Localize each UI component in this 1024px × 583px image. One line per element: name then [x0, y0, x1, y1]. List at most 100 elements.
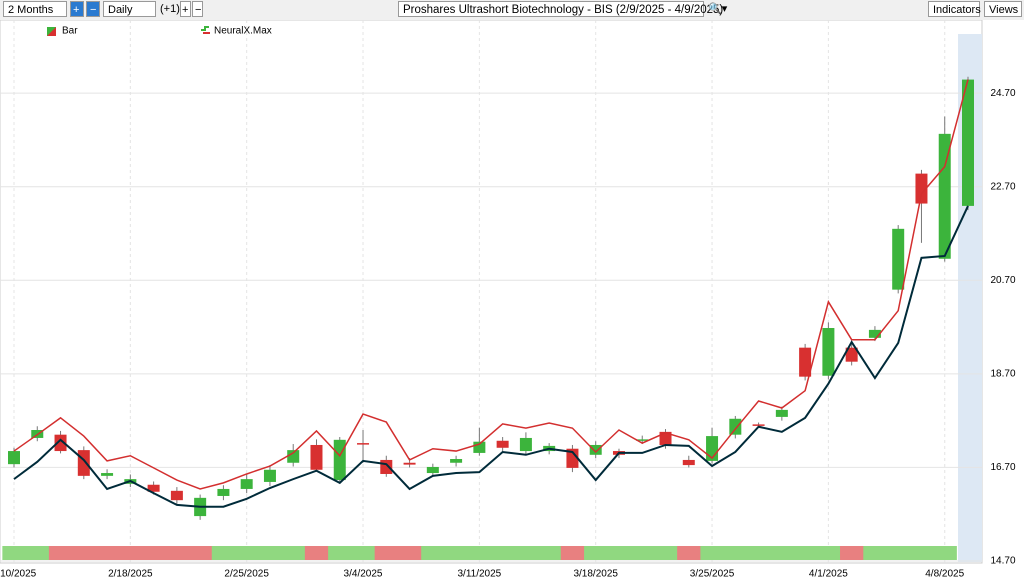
x-tick-label: 3/18/2025: [573, 569, 618, 580]
signal-band: [560, 546, 585, 560]
x-tick-label: 4/1/2025: [809, 569, 848, 580]
signal-band: [840, 546, 864, 560]
signal-band: [770, 546, 794, 560]
signal-band: [933, 546, 957, 560]
signal-band: [863, 546, 888, 560]
candle-body: [589, 444, 602, 455]
candle-body: [101, 473, 114, 476]
y-tick-label: 16.70: [990, 462, 1015, 473]
candle-body: [240, 479, 253, 489]
legend-label: NeuralX.Max: [214, 26, 272, 37]
candle-body: [217, 488, 230, 496]
signal-band: [328, 546, 352, 560]
signal-band: [211, 546, 236, 560]
x-tick-label: 3/4/2025: [344, 569, 383, 580]
candle-body: [333, 439, 346, 481]
candle-body: [287, 450, 300, 463]
candle-body: [8, 451, 20, 465]
candle-body: [380, 459, 393, 474]
signal-band: [165, 546, 190, 560]
y-tick-label: 22.70: [990, 181, 1015, 192]
signal-band: [351, 546, 376, 560]
candle-body: [147, 484, 160, 492]
candle-body: [357, 443, 370, 445]
indicators-button[interactable]: Indicators: [928, 1, 981, 17]
plot-area: [0, 20, 983, 564]
signal-band: [2, 546, 27, 560]
candle-body: [450, 459, 463, 463]
signal-band: [653, 546, 678, 560]
signal-band: [25, 546, 50, 560]
signal-band: [514, 546, 539, 560]
signal-band: [793, 546, 818, 560]
signal-band: [886, 546, 911, 560]
signal-band: [607, 546, 632, 560]
candle-body: [752, 424, 765, 426]
candle-body: [473, 441, 486, 453]
candle-body: [938, 133, 951, 259]
y-tick-label: 24.70: [990, 88, 1015, 99]
search-icon[interactable]: 🔍▾: [708, 3, 728, 15]
signal-band: [723, 546, 748, 560]
candle-body: [915, 173, 928, 204]
interval-select[interactable]: Daily: [103, 1, 156, 17]
signal-band: [700, 546, 725, 560]
signal-band: [235, 546, 259, 560]
signal-band: [281, 546, 306, 560]
signal-band: [909, 546, 934, 560]
signal-band: [444, 546, 469, 560]
candle-body: [659, 431, 672, 445]
signal-band: [584, 546, 608, 560]
range-select[interactable]: 2 Months: [3, 1, 67, 17]
candle-body: [729, 418, 742, 435]
candle-body: [403, 462, 416, 465]
signal-band: [141, 546, 166, 560]
signal-band: [491, 546, 515, 560]
x-tick-label: 3/11/2025: [457, 569, 501, 580]
signal-band: [746, 546, 771, 560]
legend-label: Bar: [62, 26, 78, 37]
candle-body: [310, 444, 323, 470]
x-tick-label: 2/25/2025: [224, 569, 269, 580]
signal-band: [258, 546, 283, 560]
zoom-in[interactable]: +: [70, 1, 84, 17]
zoom-out[interactable]: −: [86, 1, 100, 17]
signal-band: [397, 546, 422, 560]
indicator-line: [13, 79, 969, 490]
candle-body: [962, 79, 974, 206]
x-tick-label: 2/10/2025: [0, 569, 37, 580]
candle-body: [426, 466, 439, 474]
signal-band: [72, 546, 96, 560]
candle-body: [845, 347, 858, 362]
legend-swatch: [47, 27, 56, 36]
x-tick-label: 2/18/2025: [108, 569, 153, 580]
candle-body: [868, 329, 881, 338]
x-tick-label: 3/25/2025: [690, 569, 735, 580]
signal-band: [188, 546, 213, 560]
y-tick-label: 18.70: [990, 368, 1015, 379]
candle-body: [799, 347, 812, 377]
signal-band: [95, 546, 120, 560]
legend-swatch: [201, 26, 209, 31]
signal-band: [374, 546, 399, 560]
views-button[interactable]: Views: [984, 1, 1022, 17]
symbol-title[interactable]: Proshares Ultrashort Biotechnology - BIS…: [398, 1, 723, 17]
x-tick-label: 4/8/2025: [925, 569, 964, 580]
candle-body: [892, 228, 905, 290]
toolbar: 2 Months + − Daily (+1) + − Proshares Ul…: [0, 0, 1024, 20]
signal-band: [118, 546, 143, 560]
y-tick-label: 20.70: [990, 275, 1015, 286]
candle-body: [54, 434, 67, 452]
y-tick-label: 14.70: [990, 556, 1015, 567]
candle-body: [775, 409, 788, 417]
offset-minus[interactable]: −: [192, 1, 203, 17]
candle-body: [496, 440, 509, 448]
candle-body: [566, 448, 579, 468]
signal-band: [537, 546, 562, 560]
offset: (+1): [160, 3, 180, 15]
signal-band: [421, 546, 445, 560]
signal-band: [467, 546, 492, 560]
offset-plus[interactable]: +: [180, 1, 191, 17]
signal-band: [48, 546, 73, 560]
